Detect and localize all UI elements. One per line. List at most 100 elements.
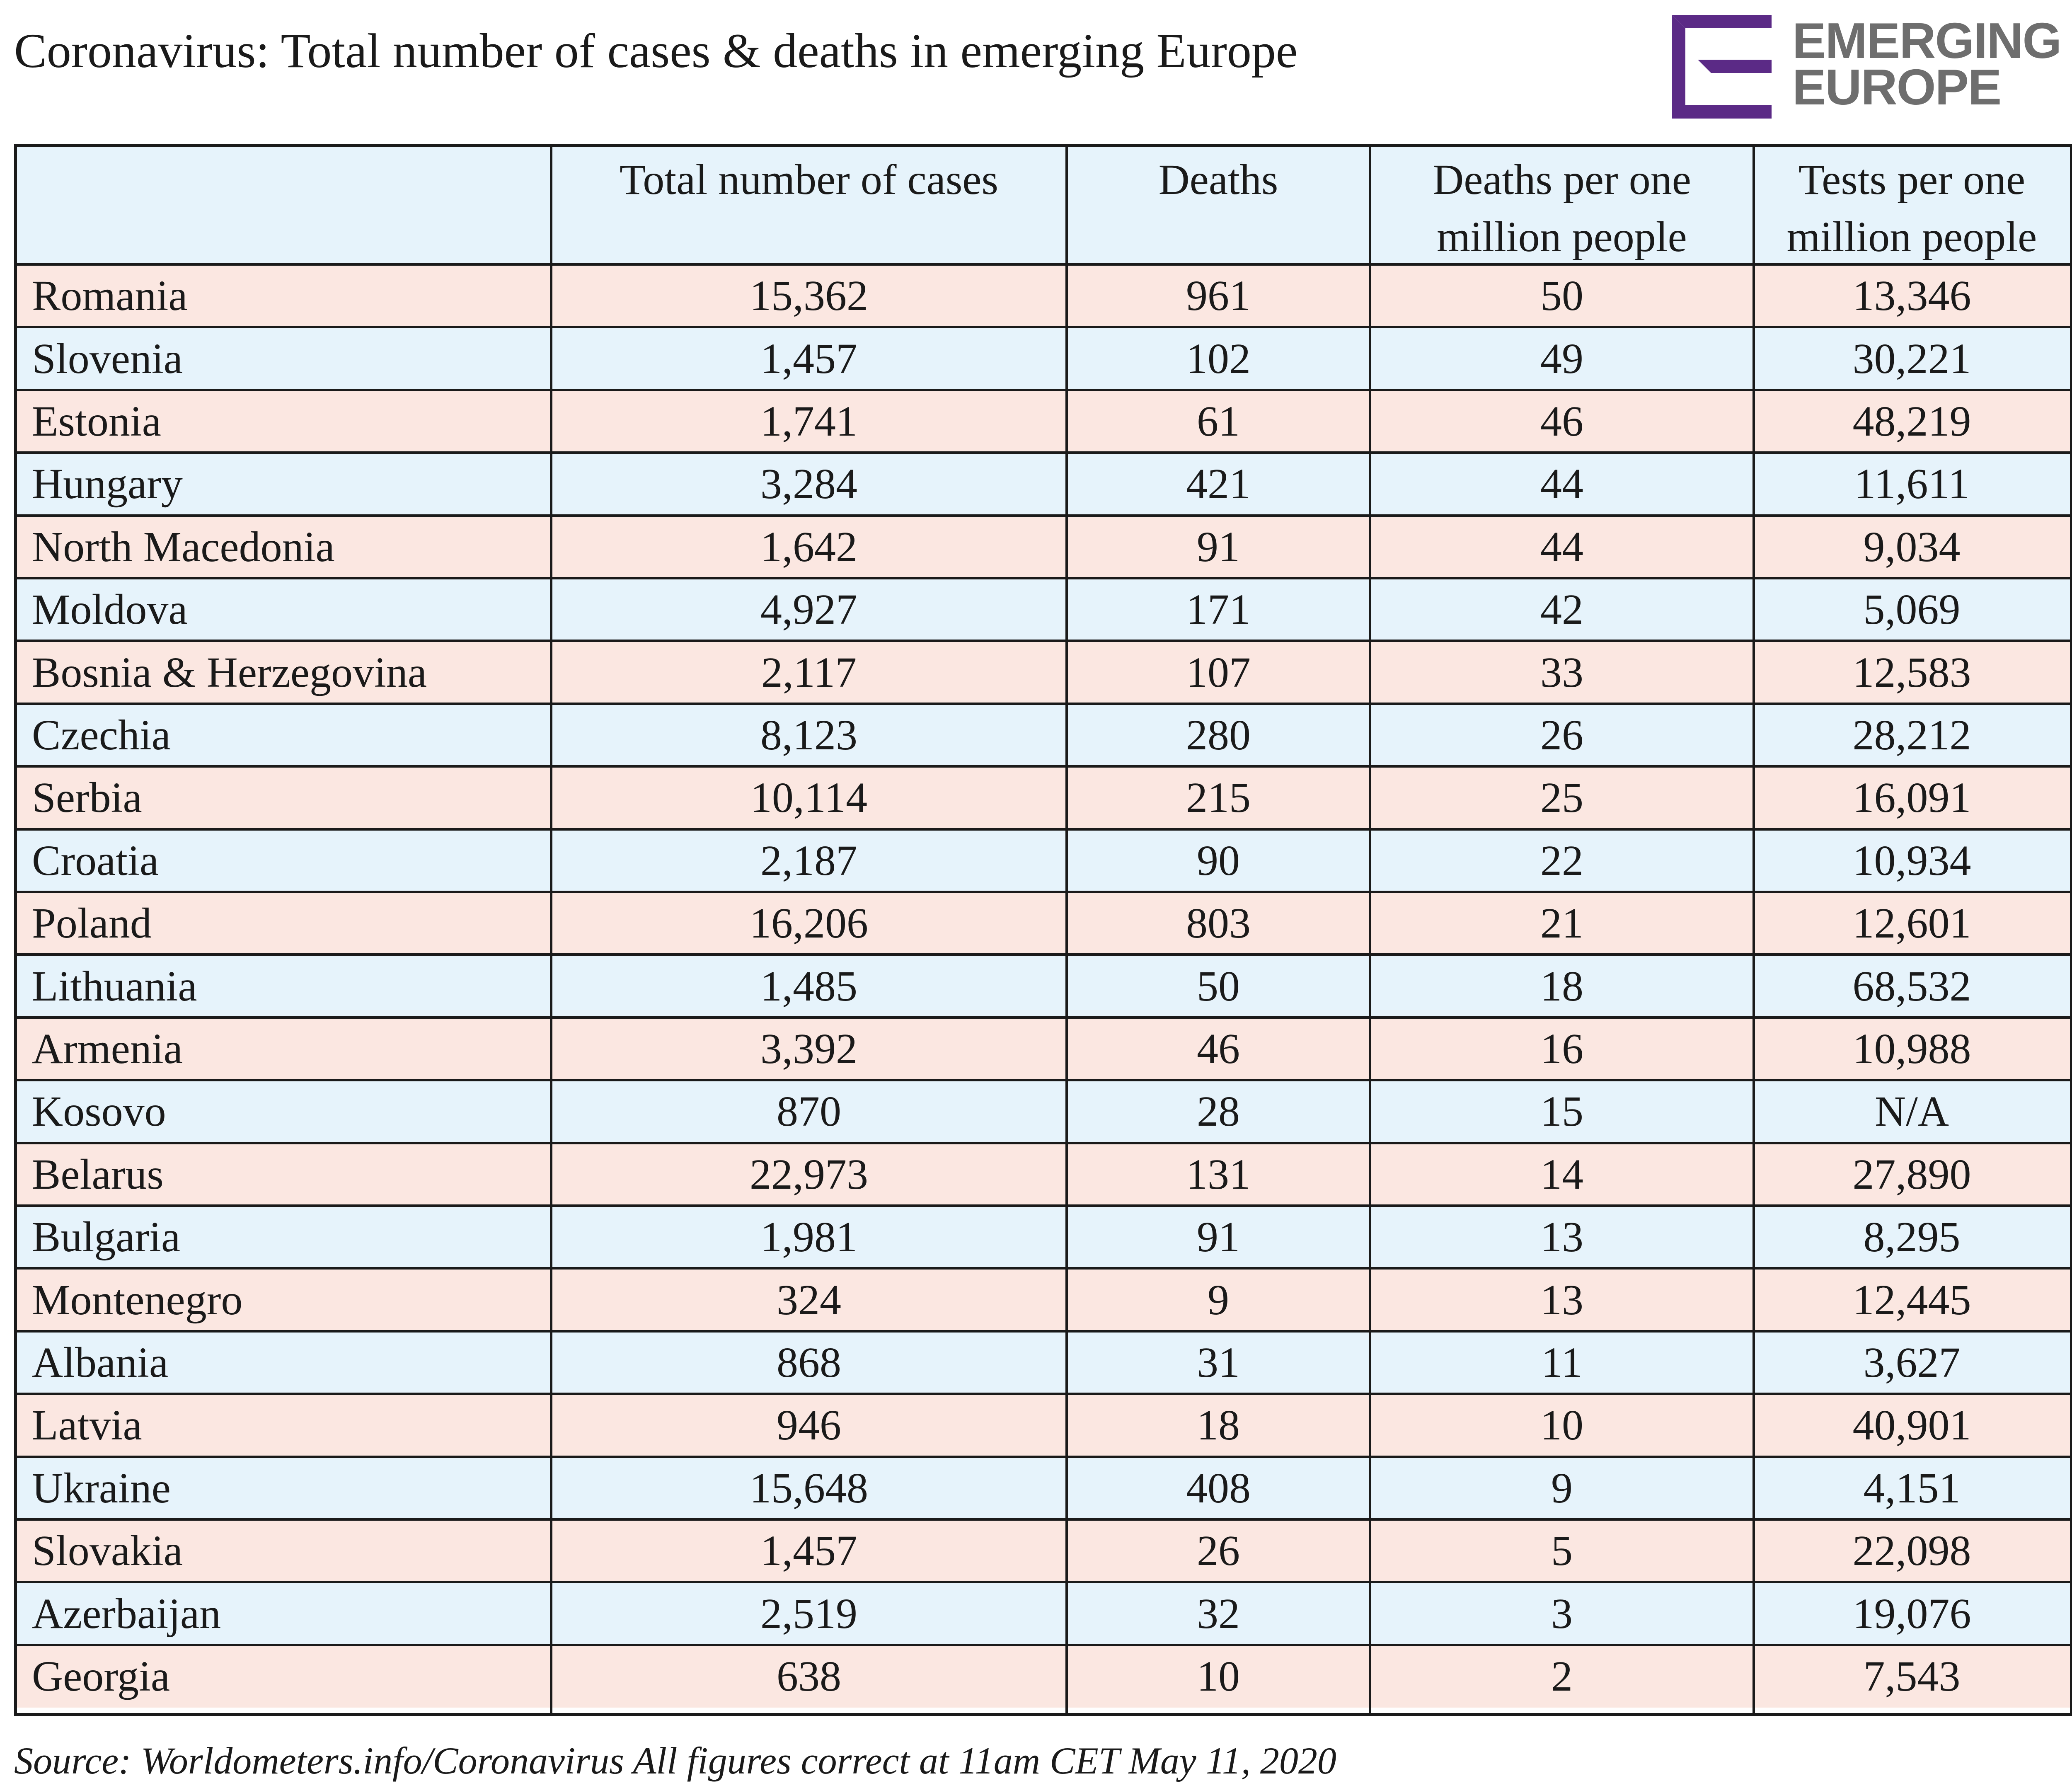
cell-country: Kosovo <box>17 1080 551 1143</box>
cell-country: Slovenia <box>17 327 551 390</box>
row-divider <box>17 702 2070 705</box>
cell-total-cases: 2,187 <box>551 829 1067 892</box>
cell-deaths: 61 <box>1067 390 1370 453</box>
cell-tests-per-million: 13,346 <box>1754 264 2070 327</box>
cell-tests-per-million: 12,445 <box>1754 1268 2070 1331</box>
row-divider <box>17 1455 2070 1458</box>
cell-total-cases: 8,123 <box>551 703 1067 767</box>
cell-total-cases: 638 <box>551 1645 1067 1708</box>
cell-deaths-per-million: 13 <box>1370 1268 1754 1331</box>
column-divider <box>550 147 552 1713</box>
row-divider <box>17 451 2070 454</box>
cell-tests-per-million: 16,091 <box>1754 766 2070 829</box>
column-divider <box>1752 147 1755 1713</box>
cell-total-cases: 870 <box>551 1080 1067 1143</box>
row-divider <box>17 953 2070 956</box>
cell-deaths-per-million: 22 <box>1370 829 1754 892</box>
cell-tests-per-million: 40,901 <box>1754 1394 2070 1457</box>
cell-deaths: 18 <box>1067 1394 1370 1457</box>
cell-country: Moldova <box>17 578 551 641</box>
cell-deaths-per-million: 49 <box>1370 327 1754 390</box>
cell-deaths: 102 <box>1067 327 1370 390</box>
emerging-europe-e-icon <box>1672 15 1772 119</box>
column-divider <box>1065 147 1068 1713</box>
row-divider <box>17 263 2070 266</box>
row-divider <box>17 765 2070 768</box>
cell-deaths: 131 <box>1067 1143 1370 1206</box>
cell-country: Romania <box>17 264 551 327</box>
cell-tests-per-million: 8,295 <box>1754 1206 2070 1269</box>
row-divider <box>17 891 2070 893</box>
cell-deaths: 28 <box>1067 1080 1370 1143</box>
row-divider <box>17 326 2070 329</box>
cell-total-cases: 1,981 <box>551 1206 1067 1269</box>
column-header-total-cases: Total number of cases <box>551 147 1067 264</box>
cell-deaths-per-million: 3 <box>1370 1582 1754 1645</box>
cell-deaths: 803 <box>1067 892 1370 955</box>
cell-tests-per-million: N/A <box>1754 1080 2070 1143</box>
cell-deaths-per-million: 44 <box>1370 453 1754 516</box>
cell-deaths-per-million: 21 <box>1370 892 1754 955</box>
cell-deaths: 46 <box>1067 1017 1370 1081</box>
cell-deaths-per-million: 25 <box>1370 766 1754 829</box>
cell-deaths-per-million: 50 <box>1370 264 1754 327</box>
cell-tests-per-million: 28,212 <box>1754 703 2070 767</box>
cell-country: Hungary <box>17 453 551 516</box>
cell-country: Latvia <box>17 1394 551 1457</box>
cell-country: Ukraine <box>17 1456 551 1519</box>
cell-total-cases: 15,648 <box>551 1456 1067 1519</box>
cell-deaths-per-million: 9 <box>1370 1456 1754 1519</box>
cell-tests-per-million: 11,611 <box>1754 453 2070 516</box>
cell-country: Slovakia <box>17 1519 551 1582</box>
cell-country: Poland <box>17 892 551 955</box>
data-table: Total number of cases Deaths Deaths per on… <box>14 144 2072 1716</box>
column-header-deaths: Deaths <box>1067 147 1370 264</box>
cell-total-cases: 1,642 <box>551 515 1067 578</box>
cell-total-cases: 1,457 <box>551 327 1067 390</box>
row-divider <box>17 577 2070 579</box>
cell-tests-per-million: 9,034 <box>1754 515 2070 578</box>
cell-deaths-per-million: 5 <box>1370 1519 1754 1582</box>
cell-country: Azerbaijan <box>17 1582 551 1645</box>
cell-country: Belarus <box>17 1143 551 1206</box>
cell-country: Georgia <box>17 1645 551 1708</box>
cell-deaths: 280 <box>1067 703 1370 767</box>
cell-tests-per-million: 12,601 <box>1754 892 2070 955</box>
row-divider <box>17 1581 2070 1584</box>
logo-wordmark: EMERGING EUROPE <box>1792 12 2062 112</box>
cell-total-cases: 15,362 <box>551 264 1067 327</box>
cell-deaths-per-million: 15 <box>1370 1080 1754 1143</box>
cell-deaths: 31 <box>1067 1331 1370 1394</box>
cell-country: Albania <box>17 1331 551 1394</box>
cell-total-cases: 4,927 <box>551 578 1067 641</box>
cell-total-cases: 1,485 <box>551 955 1067 1018</box>
cell-deaths: 10 <box>1067 1645 1370 1708</box>
row-divider <box>17 640 2070 642</box>
cell-country: Montenegro <box>17 1268 551 1331</box>
cell-tests-per-million: 68,532 <box>1754 955 2070 1018</box>
column-divider <box>1369 147 1371 1713</box>
cell-deaths-per-million: 11 <box>1370 1331 1754 1394</box>
cell-country: Lithuania <box>17 955 551 1018</box>
cell-tests-per-million: 10,934 <box>1754 829 2070 892</box>
row-divider <box>17 1141 2070 1144</box>
cell-total-cases: 2,519 <box>551 1582 1067 1645</box>
cell-tests-per-million: 5,069 <box>1754 578 2070 641</box>
cell-deaths: 91 <box>1067 515 1370 578</box>
logo-line-1: EMERGING <box>1792 12 2062 69</box>
cell-country: Bosnia & Herzegovina <box>17 641 551 704</box>
row-divider <box>17 1393 2070 1396</box>
cell-deaths-per-million: 42 <box>1370 578 1754 641</box>
cell-deaths-per-million: 46 <box>1370 390 1754 453</box>
cell-country: Estonia <box>17 390 551 453</box>
cell-country: Croatia <box>17 829 551 892</box>
cell-total-cases: 1,741 <box>551 390 1067 453</box>
cell-tests-per-million: 22,098 <box>1754 1519 2070 1582</box>
cell-deaths: 90 <box>1067 829 1370 892</box>
cell-tests-per-million: 4,151 <box>1754 1456 2070 1519</box>
cell-total-cases: 3,392 <box>551 1017 1067 1081</box>
source-note: Source: Worldometers.info/Coronavirus Al… <box>14 1740 1336 1782</box>
cell-tests-per-million: 12,583 <box>1754 641 2070 704</box>
cell-country: North Macedonia <box>17 515 551 578</box>
cell-country: Bulgaria <box>17 1206 551 1269</box>
